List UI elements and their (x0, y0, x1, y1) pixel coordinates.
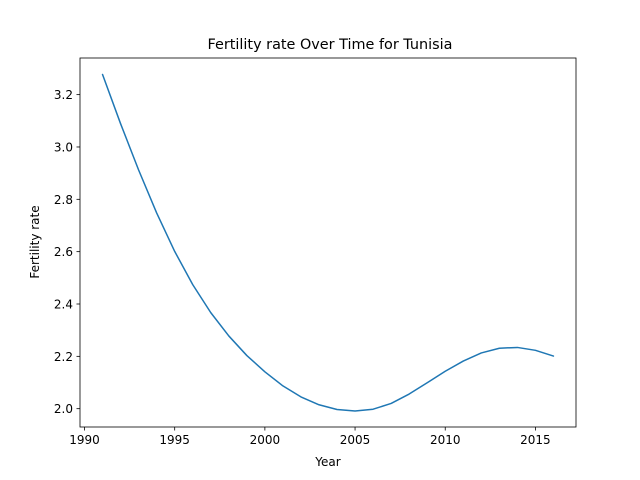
x-tick-label: 1990 (69, 433, 100, 447)
x-axis: 1990 1995 2000 2005 2010 2015 (69, 427, 551, 447)
series-line-0 (101, 73, 555, 412)
x-tick-label: 2000 (250, 433, 281, 447)
x-tick-label: 2005 (340, 433, 371, 447)
y-axis-label: Fertility rate (28, 205, 42, 278)
y-tick-label: 2.6 (54, 245, 73, 259)
plot-area (101, 73, 555, 412)
x-tick-label: 1995 (159, 433, 190, 447)
y-axis: 2.0 2.2 2.4 2.6 2.8 3.0 3.2 (54, 88, 80, 416)
y-tick-label: 3.2 (54, 88, 73, 102)
y-tick-label: 2.0 (54, 402, 73, 416)
y-tick-label: 2.2 (54, 350, 73, 364)
plot-frame (79, 57, 577, 428)
x-tick-label: 2015 (520, 433, 551, 447)
y-tick-label: 2.8 (54, 193, 73, 207)
x-tick-label: 2010 (430, 433, 461, 447)
y-tick-label: 3.0 (54, 140, 73, 154)
chart-title: Fertility rate Over Time for Tunisia (208, 37, 453, 53)
y-tick-label: 2.4 (54, 298, 73, 312)
x-axis-label: Year (314, 455, 340, 469)
